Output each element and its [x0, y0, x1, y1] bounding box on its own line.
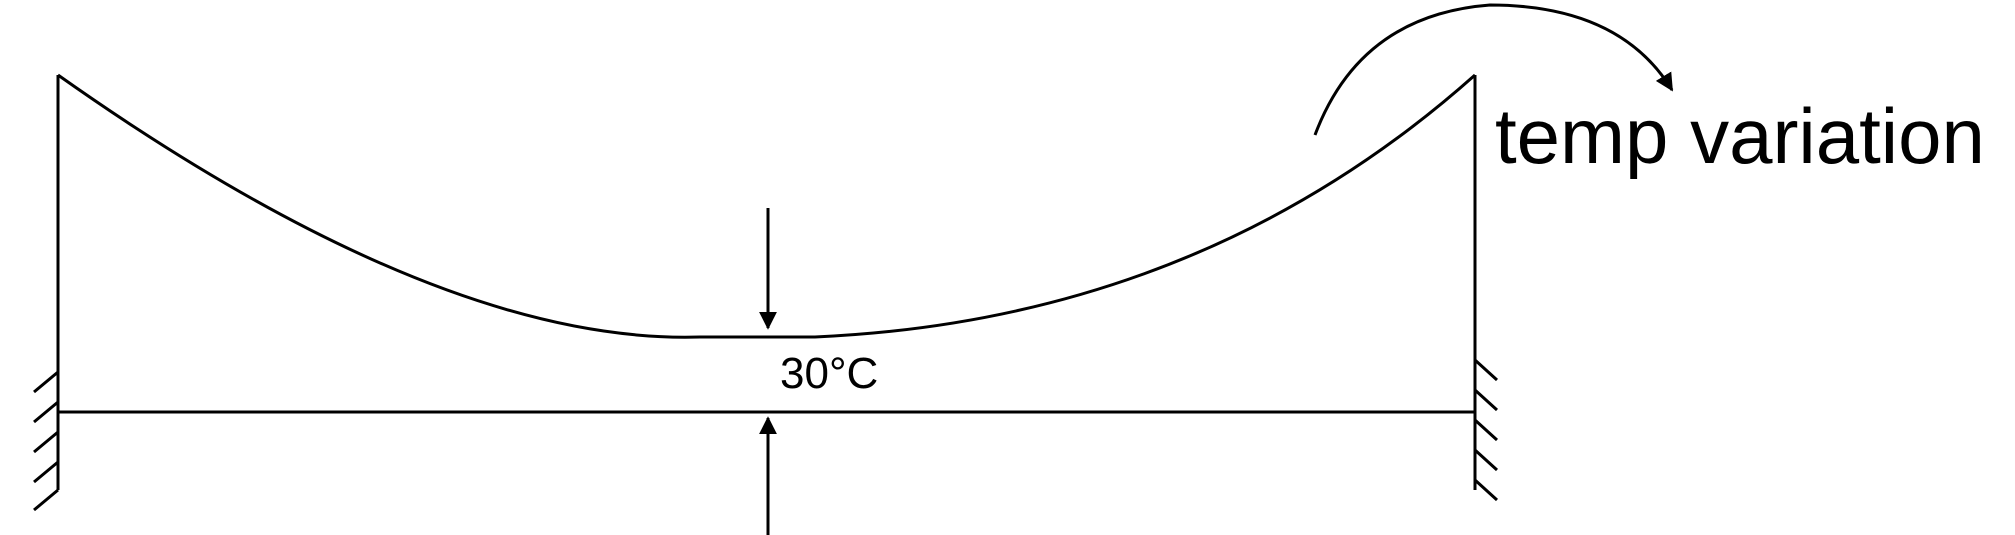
- temperature-label: 30°C: [780, 349, 878, 398]
- variation-label: temp variation: [1495, 92, 1985, 180]
- temperature-profile-curve: [57, 73, 1476, 339]
- right-fixed-support-hatch: [1473, 358, 1499, 502]
- curved-pointer-arrow: [1313, 3, 1674, 136]
- left-fixed-support-hatch: [33, 370, 59, 512]
